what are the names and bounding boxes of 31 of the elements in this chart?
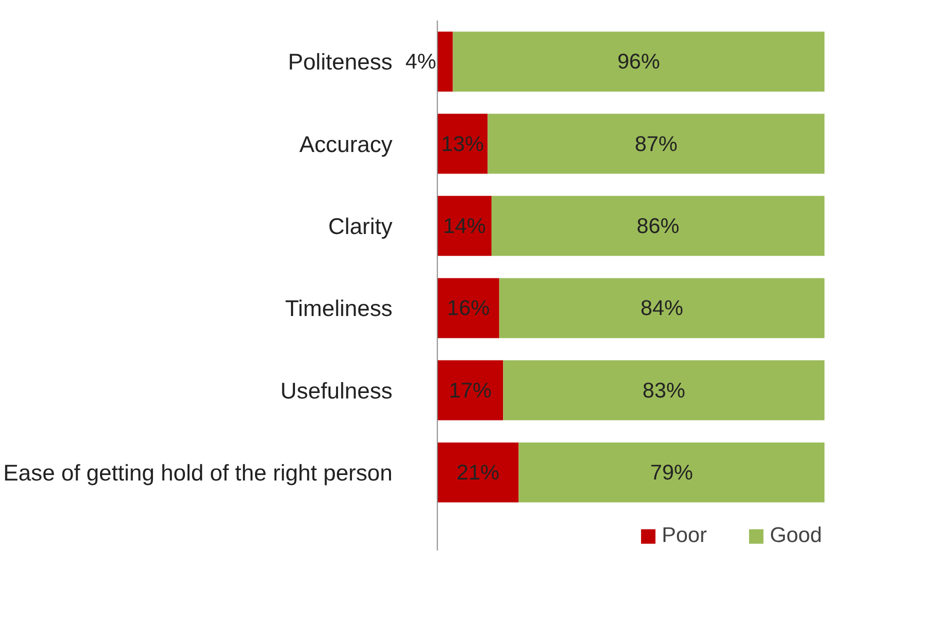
y-tick-label: Timeliness — [285, 295, 393, 322]
bar — [503, 360, 824, 420]
data-label: 17% — [448, 378, 492, 402]
bar — [437, 442, 519, 502]
data-label: 83% — [642, 378, 686, 402]
data-label: 14% — [443, 214, 486, 238]
y-tick-label: Usefulness — [280, 377, 393, 404]
bar — [488, 114, 824, 174]
data-label: 16% — [446, 296, 490, 320]
bar — [518, 442, 824, 502]
bar — [437, 360, 504, 420]
data-label: 96% — [617, 50, 660, 74]
legend-label: Good — [770, 523, 822, 548]
bar — [492, 196, 824, 256]
data-label: 87% — [634, 132, 678, 156]
y-tick-label: Ease of getting hold of the right person — [3, 459, 393, 486]
data-label: 79% — [650, 460, 693, 484]
y-tick-label: Accuracy — [299, 130, 394, 157]
data-label: 13% — [441, 132, 484, 156]
bar — [437, 278, 500, 338]
data-label: 84% — [640, 296, 684, 320]
y-tick-label: Politeness — [288, 48, 392, 75]
data-label: 86% — [636, 214, 680, 238]
bar — [499, 278, 824, 338]
bar — [437, 196, 492, 256]
y-tick-label: Clarity — [328, 212, 394, 239]
bar — [437, 32, 453, 92]
bar — [452, 32, 824, 92]
data-label: 21% — [456, 460, 500, 484]
data-label: 4% — [405, 50, 436, 74]
legend-label: Poor — [662, 523, 707, 548]
